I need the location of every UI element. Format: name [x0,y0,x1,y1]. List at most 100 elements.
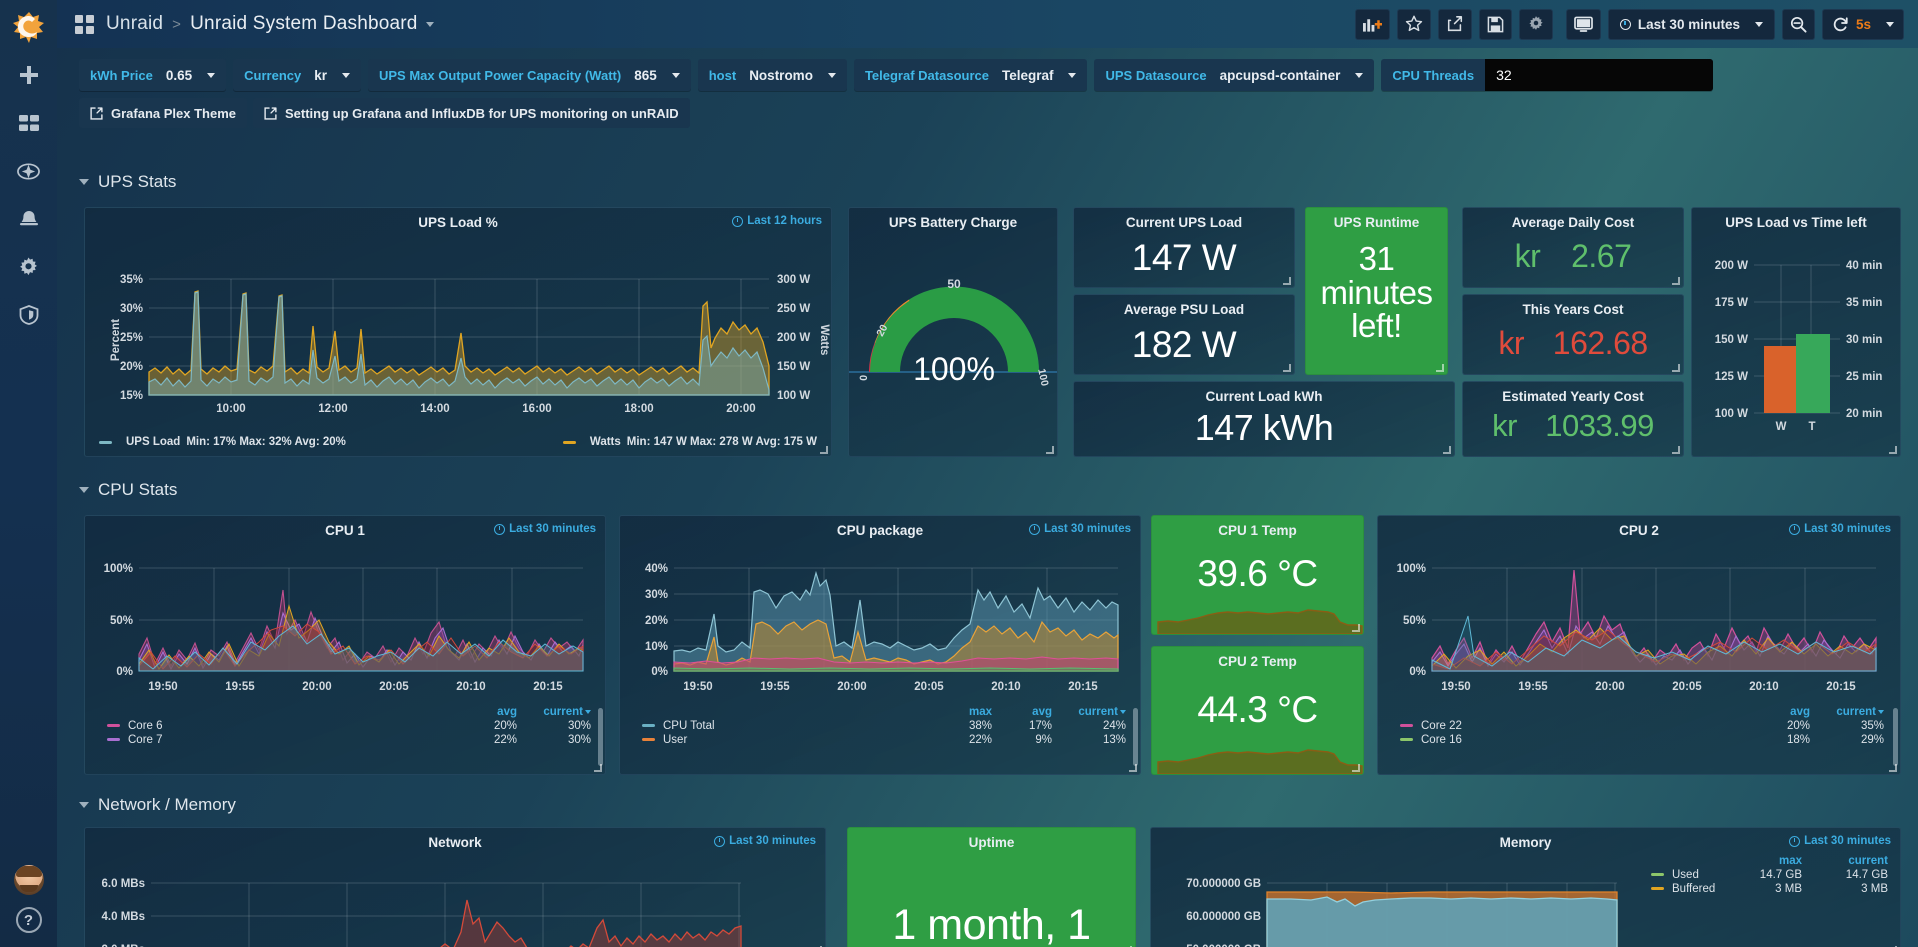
legend-item[interactable]: UPS Load Min: 17% Max: 32% Avg: 20% [99,436,346,448]
time-range-picker[interactable]: Last 30 minutes [1607,8,1775,40]
legend-row[interactable]: CPU Total 38% 17% 24% [642,719,1126,733]
legend-row[interactable]: Buffered 3 MB 3 MB [1651,882,1888,896]
dashboards-icon[interactable] [8,102,50,144]
dashboard-settings-button[interactable] [1518,8,1553,40]
panel-resize-handle[interactable] [1283,277,1291,285]
legend-col-avg[interactable]: avg [497,706,517,718]
panel-uptime[interactable]: Uptime 1 month, 1 [847,827,1136,947]
panel-resize-handle[interactable] [594,764,602,772]
variable-currency[interactable]: Currency kr [233,59,361,91]
ups-monitoring-guide-link[interactable]: Setting up Grafana and InfluxDB for UPS … [253,98,690,128]
panel-current-ups-load[interactable]: Current UPS Load 147 W [1073,207,1295,288]
panel-estimated-yearly-cost[interactable]: Estimated Yearly Cost kr 1033.99 [1462,381,1684,457]
legend-scrollbar[interactable] [598,708,603,766]
legend-col-avg[interactable]: avg [1032,706,1052,718]
panel-resize-handle[interactable] [1443,446,1451,454]
panel-ups-load-vs-time-left[interactable]: UPS Load vs Time left 200 W 175 W 150 W … [1691,207,1901,457]
legend-row[interactable]: Core 22 20% 35% [1400,719,1884,733]
grafana-logo-icon[interactable] [9,8,49,48]
user-avatar[interactable] [13,865,44,895]
zoom-out-time-button[interactable] [1781,8,1815,40]
panel-ups-battery-charge[interactable]: UPS Battery Charge 50 20 0 100 100% [848,207,1058,457]
explore-compass-icon[interactable] [8,150,50,192]
svg-text:10%: 10% [645,641,668,653]
panel-resize-handle[interactable] [1889,764,1897,772]
panel-cpu-2-temp[interactable]: CPU 2 Temp 44.3 °C [1151,646,1364,775]
legend-item[interactable]: Watts Min: 147 W Max: 278 W Avg: 175 W [562,436,817,448]
legend-row[interactable]: Used 14.7 GB 14.7 GB [1651,868,1888,882]
panel-cpu-package[interactable]: CPU package Last 30 minutes 40% 30% 20% … [619,515,1141,775]
refresh-picker[interactable]: 5s [1821,8,1904,40]
variable-value[interactable]: Nostromo [747,68,847,83]
variable-value[interactable]: 865 [632,68,691,83]
panel-resize-handle[interactable] [1436,364,1444,372]
average-psu-load-value: 182 W [1131,324,1237,365]
legend-scrollbar[interactable] [1133,708,1138,766]
mark-favorite-button[interactable] [1396,8,1431,40]
legend-col-current[interactable]: current [1810,705,1884,719]
chevron-down-icon[interactable] [425,21,434,27]
panel-cpu-1[interactable]: CPU 1 Last 30 minutes 100% 50% 0% 19:50 … [84,515,606,775]
cpu-threads-input[interactable] [1485,59,1714,91]
panel-network[interactable]: Network Last 30 minutes 6.0 MBs 4.0 MBs … [84,827,826,947]
panel-resize-handle[interactable] [1672,364,1680,372]
panel-cpu-2[interactable]: CPU 2 Last 30 minutes 100% 50% 0% 19:50 … [1377,515,1901,775]
configuration-gear-icon[interactable] [8,246,50,288]
add-panel-button[interactable] [1354,8,1390,40]
panel-average-psu-load[interactable]: Average PSU Load 182 W [1073,294,1295,375]
variable-value[interactable]: Telegraf [1000,68,1088,83]
panel-this-years-cost[interactable]: This Years Cost kr 162.68 [1462,294,1684,375]
legend-col-current[interactable]: current [1848,855,1888,867]
alerting-bell-icon[interactable] [8,198,50,240]
panel-resize-handle[interactable] [1352,764,1360,772]
server-admin-shield-icon[interactable] [8,294,50,336]
ups-stats-row-header[interactable]: UPS Stats [57,172,176,192]
variable-ups-datasource[interactable]: UPS Datasource apcupsd-container [1094,59,1375,91]
dashboard-grid-icon[interactable] [75,14,94,34]
panel-ups-load-percent[interactable]: UPS Load % Last 12 hours 35% 30% 25% 20%… [84,207,832,457]
panel-resize-handle[interactable] [1672,277,1680,285]
svg-text:0%: 0% [651,666,668,678]
panel-resize-handle[interactable] [1672,446,1680,454]
variable-value[interactable]: 0.65 [164,68,226,83]
variable-host[interactable]: host Nostromo [697,59,847,91]
variable-telegraf-datasource[interactable]: Telegraf Datasource Telegraf [853,59,1088,91]
legend-header-row: avg current [107,705,591,719]
legend-row[interactable]: Core 7 22% 30% [107,733,591,747]
panel-resize-handle[interactable] [1283,364,1291,372]
share-dashboard-button[interactable] [1437,8,1472,40]
legend-col-current[interactable]: current [1052,705,1126,719]
legend-col-max[interactable]: max [1778,855,1802,867]
panel-resize-handle[interactable] [1129,764,1137,772]
legend-row[interactable]: User 22% 9% 13% [642,733,1126,747]
legend-col-avg[interactable]: avg [1790,706,1810,718]
network-memory-row-header[interactable]: Network / Memory [57,795,236,815]
legend-row[interactable]: Core 16 18% 29% [1400,733,1884,747]
create-icon[interactable] [8,54,50,96]
variable-ups-max-output-power[interactable]: UPS Max Output Power Capacity (Watt) 865 [367,59,691,91]
grafana-plex-theme-link[interactable]: Grafana Plex Theme [79,98,247,128]
panel-cpu-1-temp[interactable]: CPU 1 Temp 39.6 °C [1151,515,1364,635]
save-dashboard-button[interactable] [1478,8,1512,40]
legend-row[interactable]: Core 6 20% 30% [107,719,591,733]
panel-ups-runtime[interactable]: UPS Runtime 31 minutes left! [1305,207,1448,375]
tv-mode-button[interactable] [1565,8,1601,40]
variable-value[interactable]: kr [312,68,361,83]
legend-col-current[interactable]: current [517,705,591,719]
panel-current-load-kwh[interactable]: Current Load kWh 147 kWh [1073,381,1455,457]
panel-average-daily-cost[interactable]: Average Daily Cost kr 2.67 [1462,207,1684,288]
breadcrumb-folder[interactable]: Unraid [106,13,164,34]
panel-memory[interactable]: Memory Last 30 minutes 70.000000 GB 60.0… [1150,827,1901,947]
breadcrumb-dashboard[interactable]: Unraid System Dashboard [190,13,418,34]
cpu-stats-row-header[interactable]: CPU Stats [57,480,177,500]
legend-scrollbar[interactable] [1893,708,1898,766]
panel-resize-handle[interactable] [820,446,828,454]
variable-cpu-threads[interactable]: CPU Threads [1381,59,1714,91]
variable-value[interactable]: apcupsd-container [1218,68,1375,83]
panel-resize-handle[interactable] [1889,446,1897,454]
variable-kwh-price[interactable]: kWh Price 0.65 [79,59,227,91]
legend-col-max[interactable]: max [968,706,992,718]
panel-resize-handle[interactable] [1352,624,1360,632]
panel-resize-handle[interactable] [1046,446,1054,454]
help-icon[interactable]: ? [15,907,42,933]
